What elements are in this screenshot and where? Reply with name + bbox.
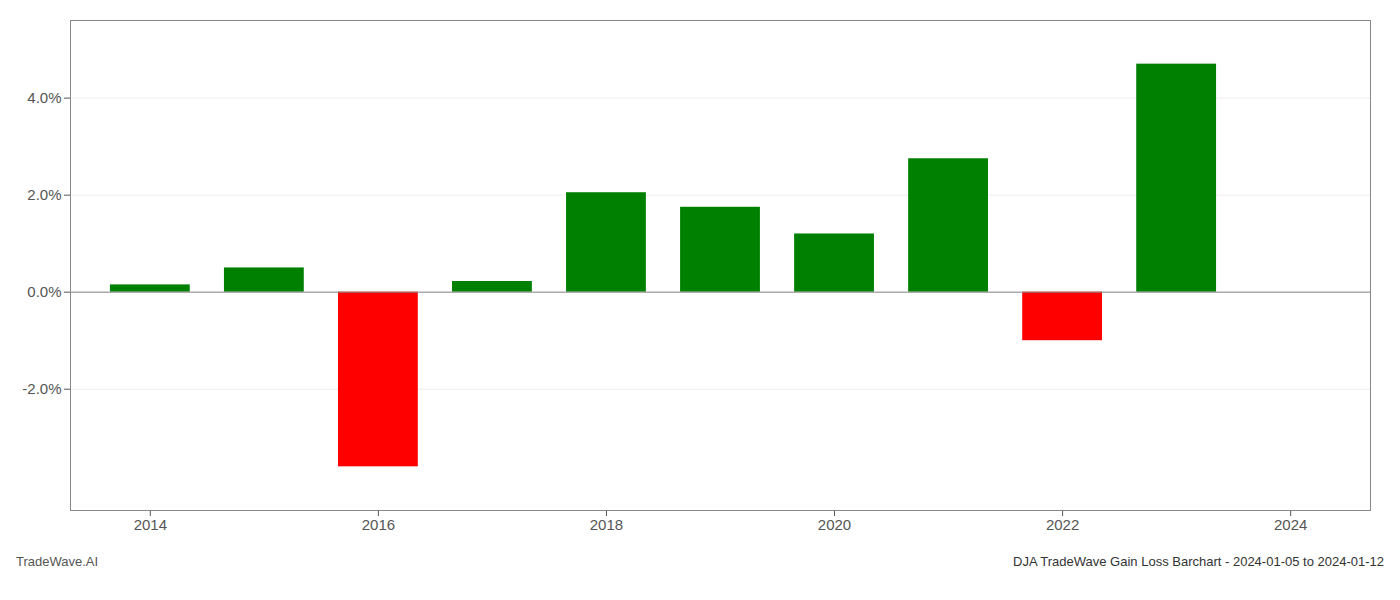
svg-text:0.0%: 0.0% xyxy=(27,283,61,300)
svg-text:4.0%: 4.0% xyxy=(27,89,61,106)
svg-text:2022: 2022 xyxy=(1046,516,1079,533)
html-text:DJA TradeWave Gain Loss Barcha: DJA TradeWave Gain Loss Barchart - 2024-… xyxy=(1013,554,1384,569)
svg-text:2016: 2016 xyxy=(362,516,395,533)
svg-text:-2.0%: -2.0% xyxy=(22,380,61,397)
svg-text:2.0%: 2.0% xyxy=(27,186,61,203)
svg-text:2014: 2014 xyxy=(134,516,167,533)
svg-text:2020: 2020 xyxy=(818,516,851,533)
svg-text:2018: 2018 xyxy=(590,516,623,533)
html-text:TradeWave.AI: TradeWave.AI xyxy=(16,554,99,569)
svg-text:2024: 2024 xyxy=(1274,516,1307,533)
